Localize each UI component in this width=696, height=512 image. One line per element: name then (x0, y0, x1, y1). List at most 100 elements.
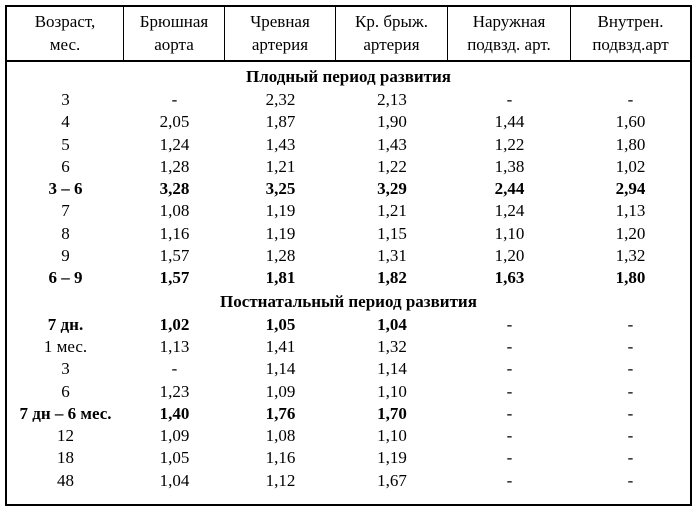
value-cell: 1,19 (377, 448, 407, 468)
table-row: 7 дн – 6 мес. 1,40 1,76 1,70 - - (7, 403, 690, 425)
value-cell: 1,16 (159, 223, 190, 243)
value-cell: 1,16 (265, 448, 296, 468)
age-cell: 18 (57, 448, 74, 468)
value-cell: 1,57 (159, 268, 190, 288)
value-cell: 2,32 (265, 90, 296, 109)
value-cell: - (506, 336, 513, 356)
age-cell: 7 дн. (47, 314, 84, 334)
column-header-line: аорта (154, 34, 194, 54)
value-cell: 1,32 (377, 336, 407, 356)
value-cell: 1,20 (615, 223, 646, 243)
value-cell: 1,12 (265, 470, 296, 490)
table-row: 5 1,24 1,43 1,43 1,22 1,80 (7, 134, 690, 156)
table-row: 3 - 2,32 2,13 - - (7, 89, 690, 111)
value-cell: - (171, 359, 178, 379)
age-cell: 6 (61, 156, 70, 176)
column-header-external-iliac-artery: Наружная подвзд. арт. (448, 7, 571, 60)
value-cell: 1,13 (615, 201, 646, 221)
value-cell: 1,10 (494, 223, 525, 243)
age-cell: 4 (61, 112, 70, 132)
table-body: Плодный период развития 3-2,32 2,13- -4 2,05… (7, 62, 690, 492)
value-cell: 1,13 (159, 336, 190, 356)
value-cell: 1,82 (377, 268, 407, 288)
age-cell: 3 – 6 (48, 179, 83, 199)
age-cell: 8 (61, 223, 70, 243)
value-cell: - (506, 359, 513, 379)
table-row: 3 – 6 3,28 3,25 3,29 2,44 2,94 (7, 178, 690, 200)
value-cell: 1,63 (494, 268, 525, 288)
value-cell: 1,57 (159, 246, 190, 266)
value-cell: 1,14 (265, 359, 296, 379)
value-cell: 1,24 (494, 201, 525, 221)
table-row: 4 2,05 1,87 1,90 1,44 1,60 (7, 111, 690, 133)
table-row: 7 дн. 1,02 1,05 1,04 - - (7, 314, 690, 336)
value-cell: 3,28 (159, 179, 190, 199)
value-cell: - (506, 314, 513, 334)
value-cell: 1,04 (159, 470, 190, 490)
age-cell: 3 (61, 90, 70, 109)
table-row: 48 1,04 1,12 1,67 - - (7, 470, 690, 492)
value-cell: 1,14 (377, 359, 407, 379)
age-cell: 7 (61, 201, 70, 221)
value-cell: - (627, 359, 634, 379)
table-row: 7 1,08 1,19 1,21 1,24 1,13 (7, 200, 690, 222)
value-cell: 3,25 (265, 179, 296, 199)
table-row: 18 1,05 1,16 1,19 - - (7, 447, 690, 469)
value-cell: - (627, 426, 634, 446)
age-cell: 12 (57, 426, 74, 446)
value-cell: - (627, 90, 634, 109)
column-header-line: Внутрен. (597, 11, 664, 31)
column-header-cranial-mesenteric-artery: Кр. брыж. артерия (336, 7, 448, 60)
value-cell: 1,08 (159, 201, 190, 221)
value-cell: 1,22 (494, 134, 525, 154)
value-cell: 1,19 (265, 201, 296, 221)
table-row: 6 1,23 1,09 1,10 - - (7, 381, 690, 403)
value-cell: 1,24 (159, 134, 190, 154)
value-cell: 1,80 (615, 134, 646, 154)
value-cell: 1,04 (377, 314, 407, 334)
section-title: Постнатальный период развития (220, 291, 477, 311)
value-cell: 1,44 (494, 112, 525, 132)
value-cell: 1,32 (615, 246, 646, 266)
value-cell: 1,02 (615, 156, 646, 176)
value-cell: - (506, 90, 513, 109)
age-cell: 3 (61, 359, 70, 379)
value-cell: 1,67 (377, 470, 407, 490)
vessel-growth-table: Возраст, мес. Брюшная аорта Чревная арте… (5, 5, 692, 506)
value-cell: - (627, 314, 634, 334)
table-row: 9 1,57 1,28 1,31 1,20 1,32 (7, 245, 690, 267)
value-cell: 1,60 (615, 112, 646, 132)
column-header-abdominal-aorta: Брюшная аорта (124, 7, 225, 60)
table-row: 1 мес. 1,13 1,41 1,32 - - (7, 336, 690, 358)
column-header-line: артерия (251, 34, 309, 54)
value-cell: 1,87 (265, 112, 296, 132)
age-cell: 9 (61, 246, 70, 266)
age-cell: 1 мес. (43, 336, 88, 356)
value-cell: 1,28 (159, 156, 190, 176)
table-row: 8 1,16 1,19 1,15 1,10 1,20 (7, 223, 690, 245)
column-header-line: Кр. брыж. (355, 11, 428, 31)
value-cell: 1,38 (494, 156, 525, 176)
value-cell: - (627, 470, 634, 490)
column-header-line: Возраст, (34, 11, 96, 31)
value-cell: 1,22 (377, 156, 407, 176)
value-cell: 1,10 (377, 381, 407, 401)
column-header-line: подвзд.арт (592, 34, 669, 54)
value-cell: 1,15 (377, 223, 407, 243)
column-header-line: Наружная (472, 11, 546, 31)
value-cell: - (506, 381, 513, 401)
age-cell: 6 (61, 381, 70, 401)
value-cell: 1,08 (265, 426, 296, 446)
value-cell: - (627, 381, 634, 401)
value-cell: 1,20 (494, 246, 525, 266)
value-cell: 1,09 (159, 426, 190, 446)
table-row: 6 – 9 1,57 1,81 1,82 1,63 1,80 (7, 267, 690, 289)
value-cell: - (171, 90, 178, 109)
value-cell: 1,05 (159, 448, 190, 468)
value-cell: 1,43 (377, 134, 407, 154)
value-cell: - (506, 448, 513, 468)
value-cell: 2,94 (615, 179, 646, 199)
age-cell: 5 (61, 134, 70, 154)
value-cell: 1,80 (615, 268, 646, 288)
value-cell: 1,10 (377, 426, 407, 446)
